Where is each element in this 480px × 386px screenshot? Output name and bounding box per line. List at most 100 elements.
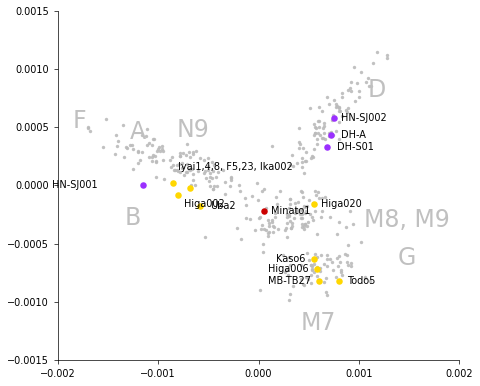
Point bbox=[293, 209, 300, 215]
Point bbox=[183, 161, 191, 167]
Point bbox=[299, 281, 306, 287]
Point bbox=[348, 222, 356, 228]
Point bbox=[113, 142, 121, 149]
Point bbox=[323, 275, 330, 281]
Point bbox=[311, 146, 318, 152]
Text: D: D bbox=[368, 78, 386, 102]
Point bbox=[148, 158, 156, 164]
Point bbox=[281, 227, 288, 233]
Point bbox=[297, 276, 305, 282]
Point bbox=[185, 166, 193, 173]
Point bbox=[286, 213, 293, 219]
Point bbox=[335, 253, 343, 259]
Point bbox=[343, 259, 351, 265]
Point bbox=[353, 80, 361, 86]
Point bbox=[305, 197, 313, 203]
Point bbox=[347, 259, 355, 266]
Point bbox=[311, 121, 318, 127]
Point bbox=[312, 188, 319, 195]
Point bbox=[208, 175, 216, 181]
Text: Higa020: Higa020 bbox=[321, 199, 361, 209]
Point bbox=[122, 144, 130, 151]
Point bbox=[308, 267, 315, 273]
Point bbox=[134, 160, 142, 166]
Point bbox=[315, 195, 323, 201]
Point bbox=[254, 197, 262, 203]
Point bbox=[149, 152, 156, 158]
Point bbox=[100, 144, 108, 151]
Point bbox=[286, 291, 294, 297]
Point bbox=[343, 252, 351, 258]
Point bbox=[170, 167, 178, 173]
Point bbox=[344, 242, 351, 248]
Point bbox=[271, 210, 278, 217]
Point bbox=[123, 145, 131, 151]
Point bbox=[171, 167, 179, 173]
Point bbox=[310, 201, 318, 207]
Point bbox=[186, 149, 193, 156]
Point bbox=[168, 164, 175, 170]
Point bbox=[335, 135, 342, 142]
Point bbox=[336, 259, 344, 265]
Point bbox=[128, 142, 135, 149]
Point bbox=[313, 273, 321, 279]
Point bbox=[136, 157, 144, 163]
Point bbox=[305, 257, 312, 263]
Point bbox=[290, 215, 298, 221]
Point bbox=[189, 171, 197, 177]
Text: N9: N9 bbox=[177, 118, 210, 142]
Point bbox=[301, 158, 309, 164]
Point bbox=[311, 201, 319, 208]
Point bbox=[342, 224, 350, 230]
Point bbox=[338, 90, 346, 96]
Point bbox=[299, 154, 306, 161]
Point bbox=[313, 254, 321, 260]
Point bbox=[212, 174, 219, 180]
Point bbox=[324, 292, 331, 298]
Point bbox=[342, 107, 349, 113]
Point bbox=[283, 234, 291, 240]
Text: Iyai1,4,8, F5,23, Ika002: Iyai1,4,8, F5,23, Ika002 bbox=[178, 162, 293, 172]
Point bbox=[289, 283, 297, 289]
Point bbox=[182, 169, 190, 175]
Point bbox=[242, 201, 250, 208]
Point bbox=[311, 132, 318, 138]
Point bbox=[310, 154, 317, 160]
Point bbox=[237, 235, 245, 242]
Point bbox=[315, 124, 323, 130]
Point bbox=[334, 262, 342, 269]
Point bbox=[138, 149, 146, 155]
Point bbox=[333, 231, 341, 237]
Point bbox=[210, 183, 217, 189]
Point bbox=[196, 203, 204, 210]
Point bbox=[317, 214, 324, 220]
Point bbox=[114, 138, 122, 144]
Point bbox=[214, 169, 222, 175]
Point bbox=[336, 108, 344, 114]
Point bbox=[293, 207, 301, 213]
Point bbox=[323, 252, 331, 258]
Point bbox=[321, 261, 328, 267]
Point bbox=[247, 216, 254, 222]
Text: HN-SJ001: HN-SJ001 bbox=[52, 181, 98, 190]
Point bbox=[176, 153, 184, 159]
Point bbox=[286, 201, 294, 207]
Point bbox=[304, 218, 312, 225]
Point bbox=[287, 225, 294, 231]
Point bbox=[345, 105, 352, 111]
Point bbox=[329, 112, 337, 118]
Point bbox=[152, 159, 160, 165]
Point bbox=[373, 49, 381, 55]
Point bbox=[325, 101, 333, 107]
Point bbox=[180, 150, 187, 156]
Point bbox=[149, 136, 157, 142]
Text: Higa006: Higa006 bbox=[268, 264, 309, 274]
Point bbox=[298, 189, 306, 195]
Point bbox=[369, 60, 377, 66]
Point bbox=[355, 94, 363, 100]
Point bbox=[130, 166, 137, 173]
Point bbox=[180, 164, 187, 170]
Point bbox=[307, 280, 315, 286]
Point bbox=[318, 195, 326, 201]
Point bbox=[206, 174, 214, 180]
